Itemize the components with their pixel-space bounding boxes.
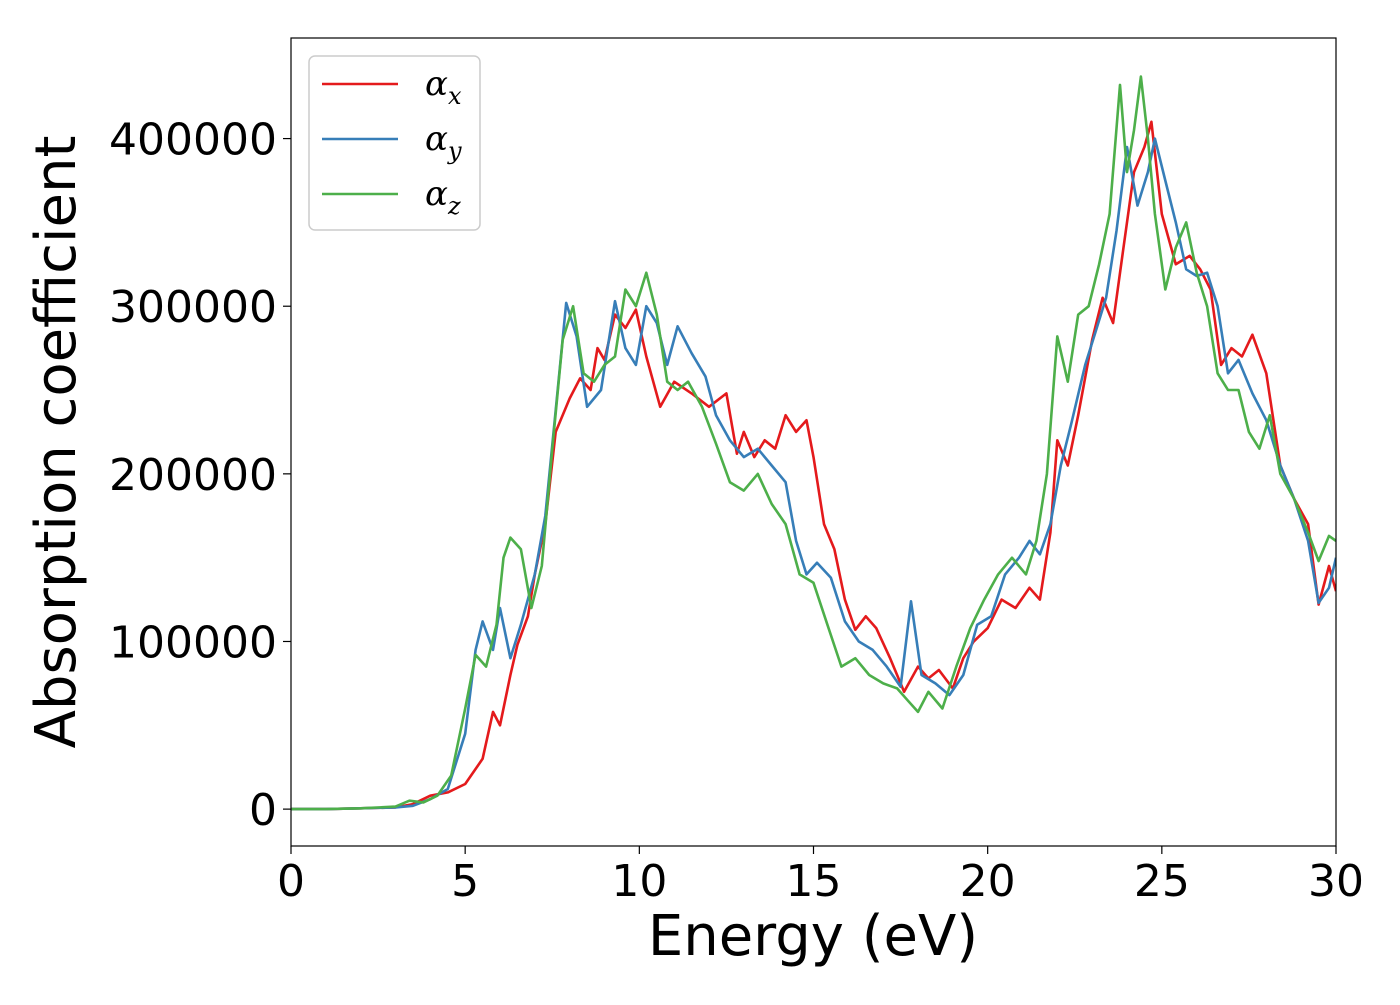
x-tick-label: 10 <box>611 856 667 907</box>
legend-subscript: z <box>447 192 461 220</box>
legend-box <box>308 55 481 231</box>
ticks-layer: 0 5 10 15 20 25 30 0 100000 200000 300000 400000 <box>109 115 1364 907</box>
legend-symbol: α <box>425 64 448 104</box>
y-tick-label: 300000 <box>109 282 277 333</box>
legend-symbol: α <box>425 119 448 159</box>
legend-label-y: αy <box>425 119 462 165</box>
y-tick-label: 100000 <box>109 617 277 668</box>
legend-subscript: x <box>448 82 462 110</box>
x-tick-label: 15 <box>786 856 842 907</box>
legend-subscript: y <box>447 137 462 165</box>
x-tick-label: 25 <box>1134 856 1190 907</box>
series-line-z <box>291 75 1336 811</box>
y-tick-label: 200000 <box>109 450 277 501</box>
y-tick-label: 0 <box>249 785 277 836</box>
x-tick-label: 20 <box>960 856 1016 907</box>
x-axis-label: Energy (eV) <box>648 904 978 969</box>
legend-symbol: α <box>425 174 448 214</box>
legend-label-z: αz <box>425 174 461 220</box>
legend-label-x: αx <box>425 64 462 110</box>
y-axis-label: Absorption coefficient <box>24 136 89 749</box>
series-layer <box>291 75 1336 811</box>
x-tick-label: 0 <box>277 856 305 907</box>
y-tick-label: 400000 <box>109 115 277 166</box>
x-tick-label: 30 <box>1308 856 1364 907</box>
x-tick-label: 5 <box>451 856 479 907</box>
